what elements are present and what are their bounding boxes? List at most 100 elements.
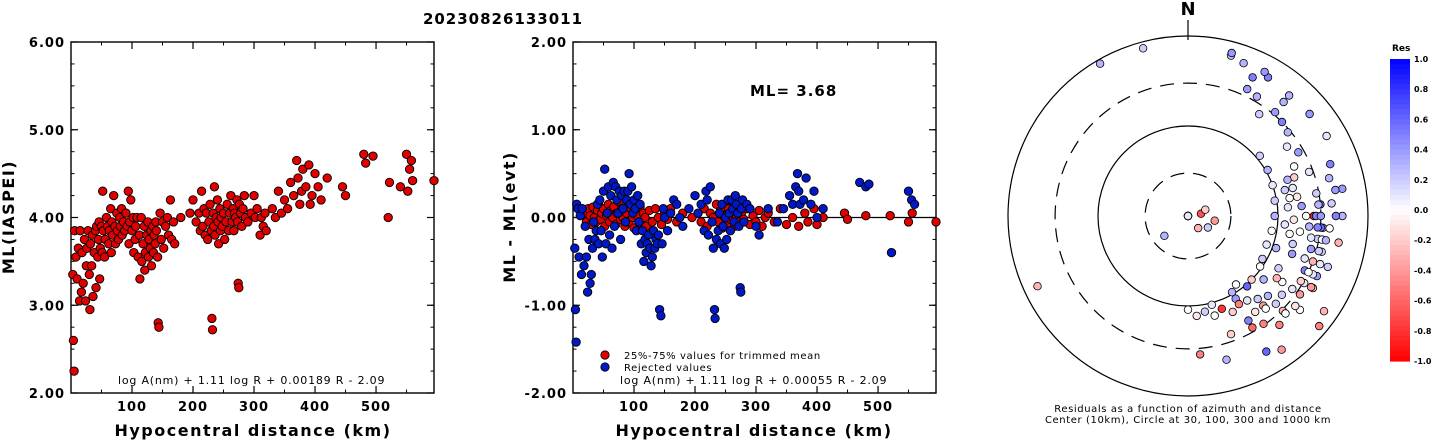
colorbar-segment bbox=[1390, 300, 1410, 307]
data-point bbox=[647, 252, 657, 262]
residual-point bbox=[1312, 189, 1321, 198]
data-point bbox=[207, 313, 217, 324]
data-point bbox=[736, 287, 746, 297]
data-point bbox=[582, 287, 593, 297]
data-point bbox=[137, 256, 147, 267]
colorbar-segment bbox=[1390, 199, 1410, 206]
data-point bbox=[615, 234, 626, 245]
y-tick-label: 2.00 bbox=[531, 36, 567, 51]
residual-point bbox=[1327, 199, 1336, 208]
residual-point bbox=[1253, 294, 1262, 304]
colorbar-segment bbox=[1390, 94, 1410, 100]
ring-1000km bbox=[1007, 35, 1369, 397]
residual-point bbox=[1287, 249, 1297, 259]
colorbar-segment bbox=[1390, 250, 1410, 256]
colorbar-tick-label: 0.0 bbox=[1414, 206, 1429, 215]
data-point bbox=[361, 158, 371, 168]
data-point bbox=[678, 221, 688, 231]
data-point bbox=[407, 175, 418, 186]
residual-point bbox=[1284, 91, 1294, 100]
data-point bbox=[725, 226, 736, 236]
data-point bbox=[885, 211, 895, 221]
data-point bbox=[634, 217, 644, 227]
data-point bbox=[403, 186, 413, 196]
colorbar-segment bbox=[1390, 240, 1410, 246]
residual-point bbox=[1259, 319, 1268, 328]
residual-point bbox=[1280, 220, 1289, 229]
data-point bbox=[586, 269, 596, 280]
residual-point bbox=[1297, 201, 1306, 211]
data-point bbox=[151, 226, 162, 236]
residual-point bbox=[1255, 151, 1264, 160]
data-point bbox=[798, 195, 809, 205]
colorbar-segment bbox=[1390, 325, 1410, 332]
residual-point bbox=[1295, 227, 1305, 236]
data-point bbox=[707, 217, 717, 227]
residual-point bbox=[1296, 276, 1305, 286]
residual-point bbox=[1304, 222, 1314, 231]
y-tick-label: 2.00 bbox=[29, 387, 65, 402]
data-point bbox=[931, 217, 941, 227]
residual-point bbox=[1255, 262, 1265, 271]
data-point bbox=[429, 175, 439, 186]
colorbar-segment bbox=[1390, 169, 1410, 176]
data-point bbox=[662, 226, 673, 236]
residual-point bbox=[1279, 97, 1288, 107]
residual-point bbox=[1285, 229, 1294, 239]
y-tick-label: -1.00 bbox=[525, 299, 567, 314]
data-point bbox=[596, 226, 606, 236]
residual-point bbox=[1285, 193, 1294, 203]
residual-point bbox=[1295, 290, 1305, 299]
residual-point bbox=[1322, 131, 1331, 141]
data-point bbox=[135, 274, 145, 284]
north-label: N bbox=[1180, 0, 1195, 20]
colorbar-segment bbox=[1390, 99, 1410, 105]
data-point bbox=[191, 217, 201, 227]
data-point bbox=[745, 204, 755, 214]
data-point bbox=[170, 239, 180, 249]
data-point bbox=[784, 190, 795, 201]
residual-point bbox=[1270, 107, 1280, 117]
residual-point bbox=[1282, 142, 1292, 151]
data-point bbox=[800, 208, 810, 218]
data-point bbox=[126, 195, 136, 205]
data-points bbox=[68, 149, 439, 376]
data-point bbox=[719, 243, 729, 253]
data-point bbox=[576, 269, 587, 280]
data-point bbox=[401, 149, 412, 159]
data-point bbox=[903, 217, 914, 227]
axis-ticks: -2.00 -1.00 0.00 1.00 2.00 100 200 300 400 500 bbox=[525, 36, 936, 415]
data-point bbox=[229, 226, 239, 236]
colorbar-segment bbox=[1390, 305, 1410, 312]
data-point bbox=[285, 177, 296, 188]
colorbar-tick-label: -0.8 bbox=[1414, 327, 1432, 336]
data-point bbox=[384, 177, 395, 188]
colorbar-segment bbox=[1390, 345, 1410, 352]
residual-point bbox=[1263, 291, 1273, 301]
data-point bbox=[88, 291, 98, 302]
colorbar-segment bbox=[1390, 350, 1410, 357]
data-point bbox=[121, 208, 131, 218]
data-point bbox=[637, 226, 648, 236]
figure-title: 20230826133011 bbox=[423, 10, 583, 28]
residual-point bbox=[1270, 211, 1279, 221]
distance-rings bbox=[1007, 35, 1369, 397]
data-point bbox=[763, 204, 773, 214]
residual-point bbox=[1242, 296, 1252, 305]
residual-point bbox=[1338, 184, 1347, 193]
colorbar-tick-label: -0.6 bbox=[1414, 297, 1432, 306]
residual-point bbox=[1262, 347, 1271, 356]
residual-point bbox=[1260, 67, 1269, 77]
data-point bbox=[220, 234, 230, 245]
residual-point bbox=[1325, 159, 1335, 169]
residual-point bbox=[1292, 192, 1302, 201]
colorbar-segment bbox=[1390, 275, 1410, 282]
data-point bbox=[684, 204, 694, 214]
data-point bbox=[207, 325, 218, 335]
residual-point bbox=[1244, 316, 1253, 325]
residual-point bbox=[1228, 307, 1237, 317]
ring-30km bbox=[1144, 172, 1232, 260]
residual-point bbox=[1289, 162, 1299, 171]
residual-point bbox=[1200, 307, 1210, 316]
data-point bbox=[794, 221, 804, 231]
